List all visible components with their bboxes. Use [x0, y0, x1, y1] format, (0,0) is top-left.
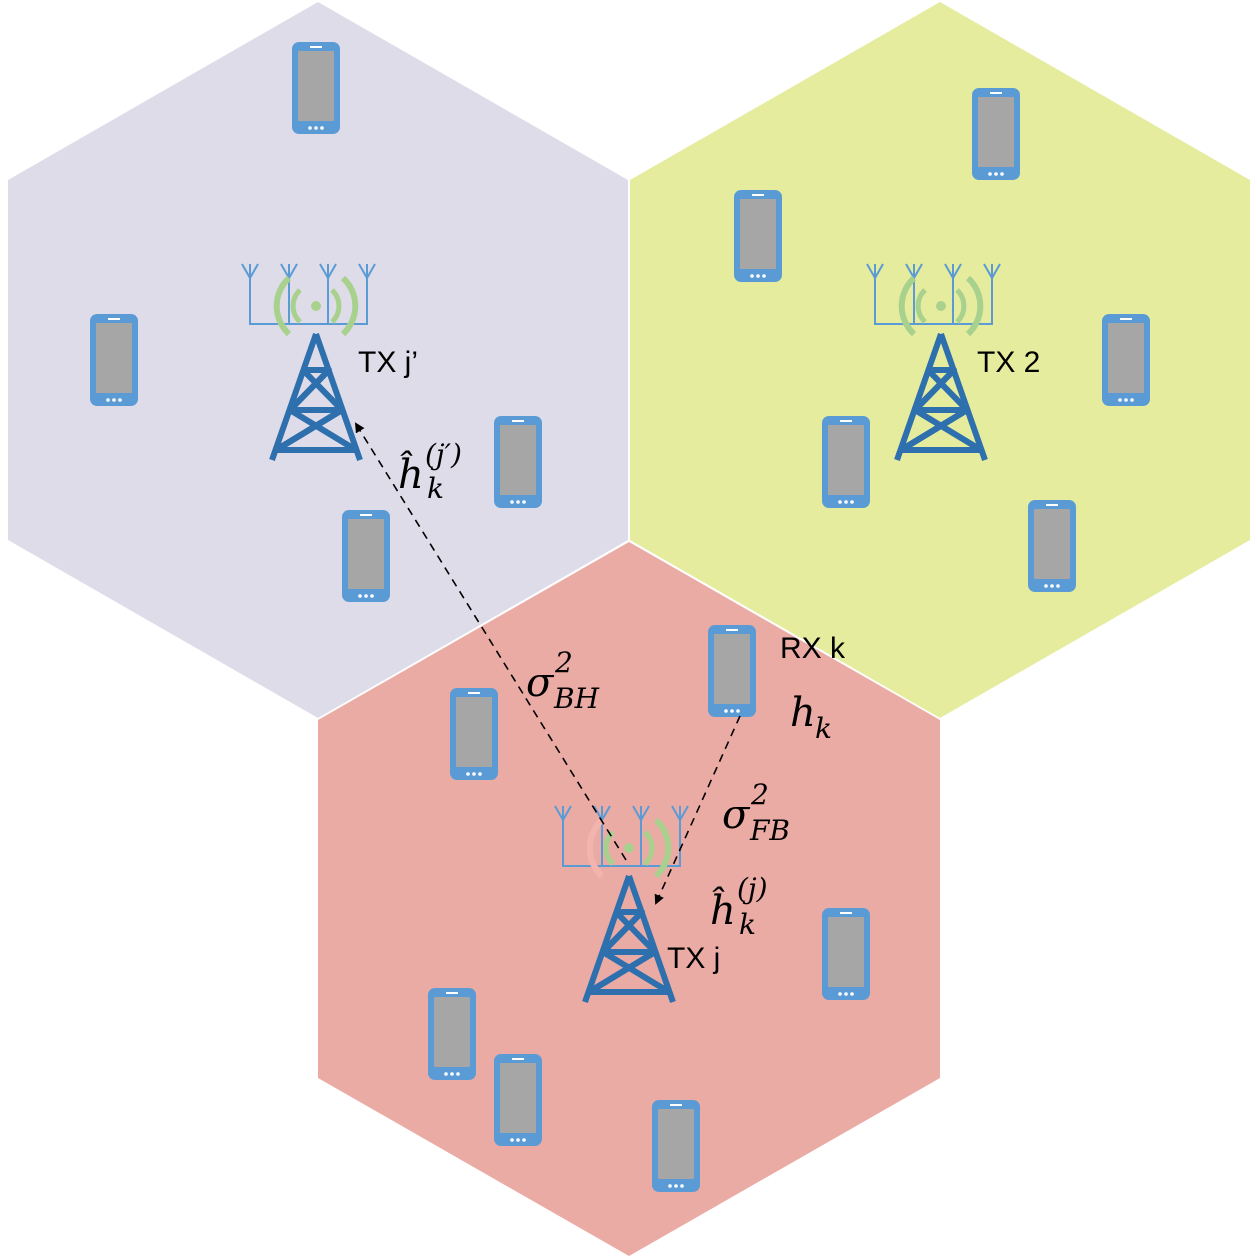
svg-text:k: k — [815, 712, 832, 745]
svg-text:2: 2 — [750, 778, 769, 811]
svg-text:(j): (j) — [737, 872, 768, 905]
svg-text:σ: σ — [722, 792, 751, 838]
mobile-phone-icon — [1027, 499, 1077, 593]
svg-text:k: k — [427, 472, 444, 505]
rx-label: RX k — [780, 632, 846, 665]
mobile-phone-icon — [971, 87, 1021, 181]
mobile-phone-icon — [651, 1099, 701, 1193]
signal-wave-icon — [273, 275, 359, 337]
mobile-phone-icon — [733, 189, 783, 283]
mobile-phone-icon — [449, 687, 499, 781]
signal-wave-icon — [898, 275, 984, 337]
svg-text:(j′): (j′) — [425, 438, 462, 471]
svg-text:ĥ: ĥ — [398, 451, 424, 498]
svg-text:h: h — [790, 690, 816, 736]
backhaul-link-arrow — [354, 422, 627, 861]
tx-right-label: TX 2 — [977, 346, 1040, 379]
mobile-phone-icon — [1101, 313, 1151, 407]
mobile-phone-icon — [427, 987, 477, 1081]
mobile-phone-icon-rx-k — [707, 624, 757, 718]
base-station-right — [866, 263, 1001, 460]
svg-text:σ: σ — [526, 660, 555, 706]
mobile-phone-icon — [493, 1053, 543, 1147]
svg-text:ĥ: ĥ — [710, 887, 736, 934]
sigma-fb-label: σ FB 2 — [722, 778, 790, 847]
sigma-bh-label: σ BH 2 — [526, 646, 600, 715]
tx-bottom-label: TX j — [667, 942, 720, 975]
mobile-phone-icon — [341, 509, 391, 603]
cell-right — [630, 2, 1250, 718]
svg-text:k: k — [739, 908, 756, 941]
mobile-phone-icon — [821, 907, 871, 1001]
mobile-phone-icon — [89, 313, 139, 407]
mobile-phone-icon — [821, 415, 871, 509]
base-station-left — [241, 263, 376, 460]
h-hat-jprime-label: ĥ k (j′) — [398, 438, 462, 505]
svg-text:FB: FB — [749, 814, 790, 847]
svg-text:BH: BH — [553, 682, 600, 715]
h-k-label: h k — [790, 690, 832, 745]
mobile-phone-icon — [493, 415, 543, 509]
h-hat-j-label: ĥ k (j) — [710, 872, 768, 941]
cell-left — [8, 2, 628, 718]
tx-left-label: TX j’ — [358, 346, 418, 379]
mobile-phone-icon — [291, 41, 341, 135]
feedback-link-arrow — [654, 715, 741, 905]
svg-text:2: 2 — [554, 646, 573, 679]
